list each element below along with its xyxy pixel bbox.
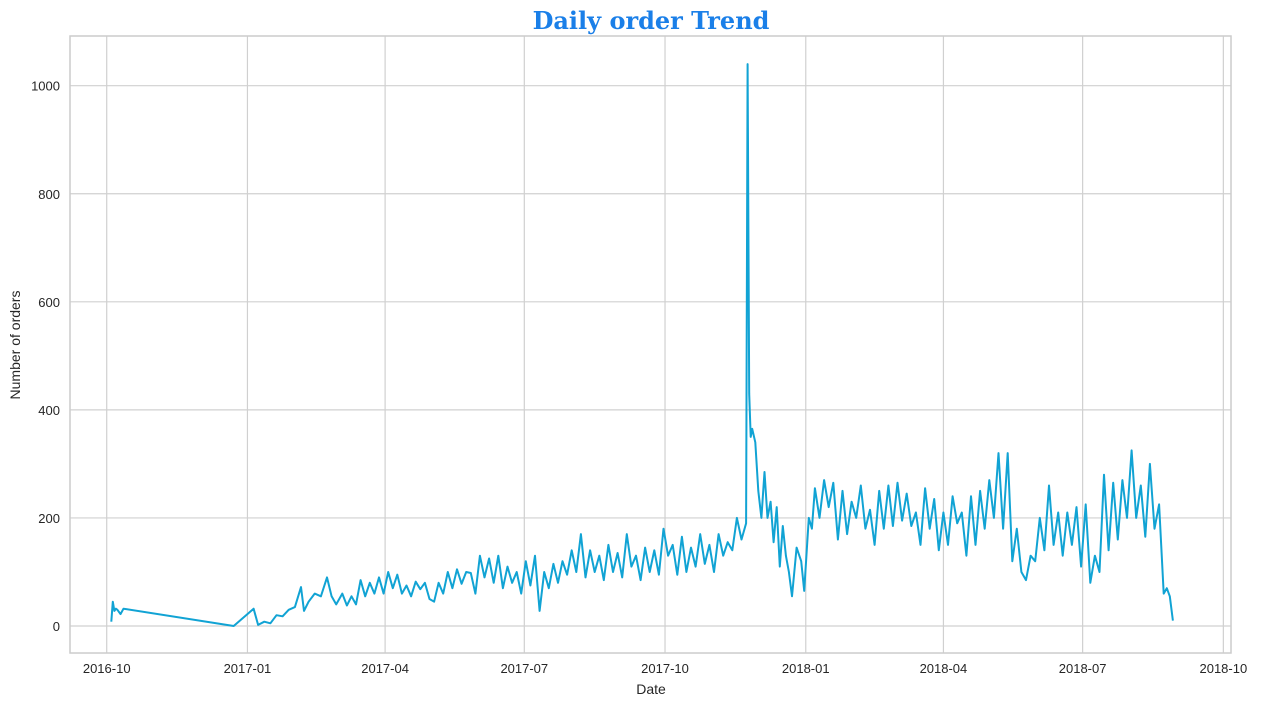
x-tick-label: 2018-07: [1059, 661, 1107, 676]
y-tick-label: 600: [38, 295, 60, 310]
x-tick-label: 2016-10: [83, 661, 131, 676]
y-tick-label: 0: [53, 619, 60, 634]
x-axis-label: Date: [636, 681, 666, 697]
x-tick-label: 2017-07: [500, 661, 548, 676]
y-tick-labels: 0 200 400 600 800 1000: [31, 79, 60, 634]
x-tick-label: 2017-10: [641, 661, 689, 676]
y-tick-label: 400: [38, 403, 60, 418]
grid-lines: [70, 36, 1231, 653]
x-tick-labels: 2016-10 2017-01 2017-04 2017-07 2017-10 2018-…: [83, 661, 1247, 676]
y-tick-label: 800: [38, 187, 60, 202]
y-tick-label: 200: [38, 511, 60, 526]
x-tick-label: 2017-04: [361, 661, 409, 676]
x-tick-label: 2017-01: [224, 661, 272, 676]
x-tick-label: 2018-01: [782, 661, 830, 676]
x-tick-label: 2018-04: [920, 661, 968, 676]
chart-title: Daily order Trend: [533, 6, 770, 35]
series-layer: [110, 63, 1174, 627]
x-tick-label: 2018-10: [1199, 661, 1247, 676]
plot-frame: [69, 35, 1232, 654]
y-axis-label: Number of orders: [7, 291, 23, 400]
series-line-daily-orders: [110, 63, 1174, 627]
y-tick-label: 1000: [31, 79, 60, 94]
